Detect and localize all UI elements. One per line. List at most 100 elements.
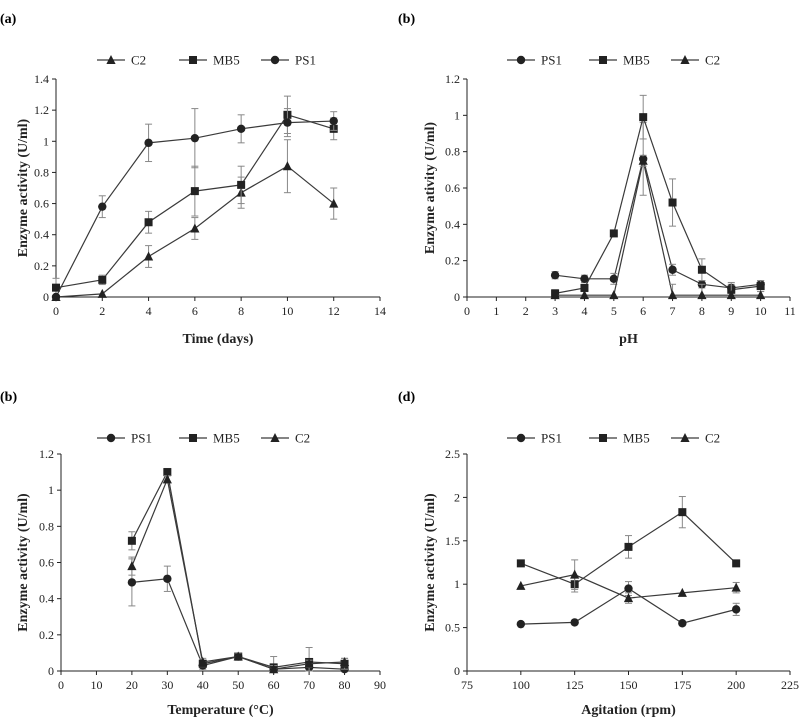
y-tick-label: 0.4	[445, 217, 460, 231]
data-point-c2	[550, 290, 560, 300]
series-line	[131, 477, 345, 670]
x-tick-label: 4	[581, 304, 587, 318]
data-point-ps1	[580, 274, 589, 284]
legend-marker-c2	[270, 433, 280, 442]
data-point-mb5	[580, 283, 589, 292]
legend-label-mb5: MB5	[623, 431, 650, 446]
data-point-c2	[127, 561, 137, 571]
x-tick-label: 60	[268, 678, 280, 692]
data-point-mb5	[678, 508, 687, 517]
data-point-mb5	[609, 229, 618, 238]
legend-marker-mb5	[189, 434, 197, 442]
legend-label-c2: C2	[705, 53, 720, 68]
x-tick-label: 14	[374, 304, 386, 318]
legend-marker-ps1	[516, 433, 526, 443]
y-tick-label: 0.6	[445, 181, 460, 195]
data-point-mb5	[52, 283, 60, 292]
y-tick-label: 0.2	[34, 259, 49, 273]
y-tick-label: 1	[43, 134, 49, 148]
data-point-c2	[667, 290, 678, 300]
series-ps1	[51, 108, 338, 302]
data-point-c2	[162, 474, 172, 484]
data-point-ps1	[678, 619, 687, 628]
series-line	[554, 115, 761, 294]
x-tick-label: 6	[192, 304, 198, 318]
x-tick-label: 0	[53, 304, 59, 318]
x-tick-label: 125	[566, 678, 584, 692]
y-tick-label: 0.6	[34, 197, 49, 211]
legend-marker-ps1	[106, 433, 116, 443]
y-tick-label: 1.4	[34, 72, 49, 86]
legend-marker-ps1	[516, 55, 526, 65]
data-point-c2	[677, 587, 687, 597]
data-point-ps1	[283, 118, 292, 127]
legend-label-ps1: PS1	[541, 431, 562, 446]
x-tick-label: 5	[611, 304, 617, 318]
data-point-ps1	[127, 578, 137, 587]
x-tick-label: 70	[303, 678, 315, 692]
data-point-mb5	[639, 113, 648, 122]
x-tick-label: 0	[58, 678, 64, 692]
legend-marker-mb5	[599, 434, 607, 442]
x-tick-label: 100	[512, 678, 530, 692]
x-tick-label: 11	[784, 304, 796, 318]
data-point-mb5	[732, 559, 741, 568]
legend-label-ps1: PS1	[541, 53, 562, 68]
legend-marker-mb5	[599, 56, 607, 64]
legend-label-c2: C2	[295, 431, 310, 446]
legend-marker-ps1	[270, 55, 280, 65]
y-tick-label: 0.8	[445, 145, 460, 159]
legend-label-ps1: PS1	[295, 53, 316, 68]
x-tick-label: 75	[461, 678, 473, 692]
y-tick-label: 2.5	[445, 447, 460, 461]
data-point-c2	[233, 651, 243, 661]
data-point-c2	[609, 290, 619, 300]
data-point-ps1	[609, 274, 619, 284]
x-tick-label: 20	[126, 678, 138, 692]
legend-marker-c2	[680, 55, 690, 64]
legend-marker-mb5	[189, 56, 197, 64]
data-point-ps1	[190, 133, 200, 143]
data-point-mb5	[668, 198, 677, 207]
x-tick-label: 40	[197, 678, 209, 692]
series-mb5	[127, 467, 349, 672]
y-tick-label: 0.6	[39, 556, 54, 570]
series-line	[555, 158, 761, 289]
x-tick-label: 1	[493, 304, 499, 318]
x-tick-label: 30	[161, 678, 173, 692]
y-tick-label: 0	[454, 664, 460, 678]
x-tick-label: 7	[670, 304, 676, 318]
panel-label: (b)	[398, 12, 415, 27]
legend-marker-c2	[106, 55, 116, 64]
y-tick-label: 0.8	[34, 165, 49, 179]
panel-label: (a)	[0, 12, 17, 27]
series-mb5	[516, 496, 741, 593]
data-point-ps1	[731, 605, 741, 614]
data-point-ps1	[236, 124, 246, 134]
x-tick-label: 4	[146, 304, 152, 318]
chart-panel-3: (b) 0 0.2 0.4 0.6 0.8 1 1.2 0 10 20 30 40 50 60 70 80 90 T…	[0, 390, 386, 718]
y-tick-label: 1	[454, 108, 460, 122]
data-point-c2	[638, 155, 648, 165]
data-point-mb5	[163, 468, 172, 477]
data-point-mb5	[697, 265, 706, 274]
data-point-ps1	[550, 271, 560, 280]
y-tick-label: 0.8	[39, 519, 54, 533]
data-point-ps1	[144, 138, 153, 148]
y-tick-label: 0.4	[39, 592, 54, 606]
y-tick-label: 1.2	[39, 447, 54, 461]
y-axis-title: Enzyme ativity (U/ml)	[423, 122, 438, 255]
data-point-c2	[190, 223, 200, 233]
x-axis-title: pH	[619, 332, 638, 347]
data-point-c2	[339, 656, 350, 666]
legend-label-mb5: MB5	[623, 53, 650, 68]
x-tick-label: 50	[232, 678, 244, 692]
data-point-mb5	[98, 275, 107, 284]
y-tick-label: 0	[48, 664, 54, 678]
x-tick-label: 10	[90, 678, 102, 692]
data-point-ps1	[668, 265, 677, 274]
series-line	[555, 160, 761, 296]
data-point-c2	[143, 251, 154, 261]
data-point-mb5	[190, 187, 199, 196]
series-mb5	[551, 94, 765, 298]
